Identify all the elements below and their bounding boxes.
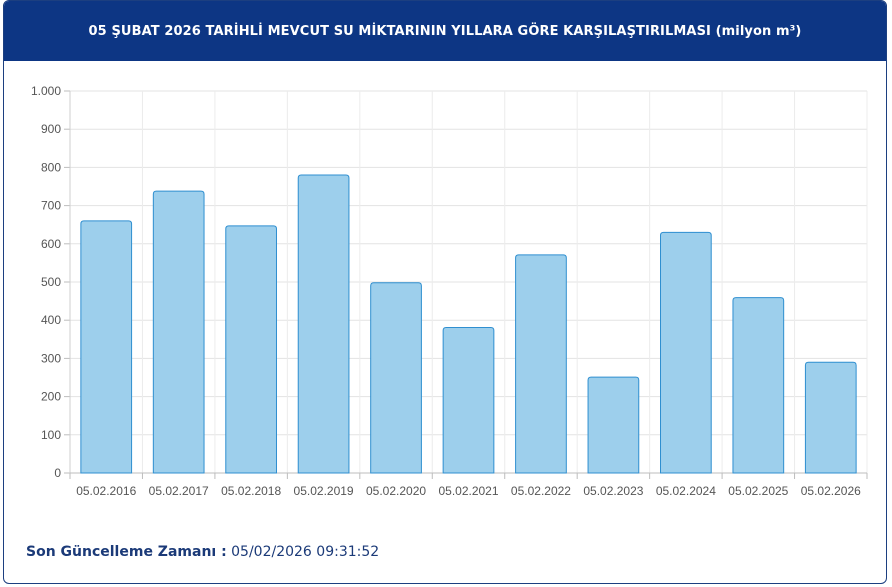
x-tick-label: 05.02.2020 — [366, 484, 426, 498]
x-tick-label: 05.02.2023 — [583, 484, 643, 498]
y-tick-label: 900 — [41, 122, 61, 136]
x-tick-label: 05.02.2024 — [656, 484, 716, 498]
bar — [370, 282, 422, 474]
bar — [587, 376, 640, 474]
x-tick-label: 05.02.2017 — [149, 484, 209, 498]
x-tick-label: 05.02.2021 — [438, 484, 498, 498]
y-tick-label: 0 — [54, 466, 61, 480]
chart-area: 0 100 200 300 400 500 600 700 800 900 1.000 05.02.2… — [4, 61, 886, 511]
y-tick-label: 600 — [41, 237, 61, 251]
bar — [297, 174, 350, 474]
bar — [152, 190, 205, 474]
x-tick-label: 05.02.2022 — [511, 484, 571, 498]
last-update-value: 05/02/2026 09:31:52 — [231, 544, 380, 560]
bar — [804, 361, 857, 474]
x-tick-label: 05.02.2025 — [728, 484, 788, 498]
bar-chart: 0 100 200 300 400 500 600 700 800 900 1.000 05.02.2… — [31, 84, 868, 498]
y-tick-label: 700 — [41, 199, 61, 213]
bar — [660, 231, 712, 474]
y-tick-label: 500 — [41, 275, 61, 289]
y-tick-label: 200 — [41, 390, 61, 404]
chart-title: 05 ŞUBAT 2026 TARİHLİ MEVCUT SU MİKTARIN… — [4, 1, 886, 61]
x-tick-label: 05.02.2019 — [294, 484, 354, 498]
y-tick-label: 1.000 — [31, 84, 61, 98]
bar — [225, 225, 277, 474]
x-tick-label: 05.02.2018 — [221, 484, 281, 498]
bar — [732, 297, 785, 474]
x-tick-label: 05.02.2016 — [76, 484, 136, 498]
bar — [442, 326, 495, 474]
y-tick-label: 100 — [41, 428, 61, 442]
y-tick-label: 400 — [41, 313, 61, 327]
y-tick-label: 800 — [41, 160, 61, 174]
bar — [515, 254, 567, 474]
last-update: Son Güncelleme Zamanı : 05/02/2026 09:31… — [26, 544, 379, 560]
last-update-label: Son Güncelleme Zamanı : — [26, 544, 227, 560]
y-tick-label: 300 — [41, 351, 61, 365]
chart-card: 05 ŞUBAT 2026 TARİHLİ MEVCUT SU MİKTARIN… — [3, 0, 887, 584]
x-tick-label: 05.02.2026 — [801, 484, 861, 498]
bar — [80, 220, 133, 474]
